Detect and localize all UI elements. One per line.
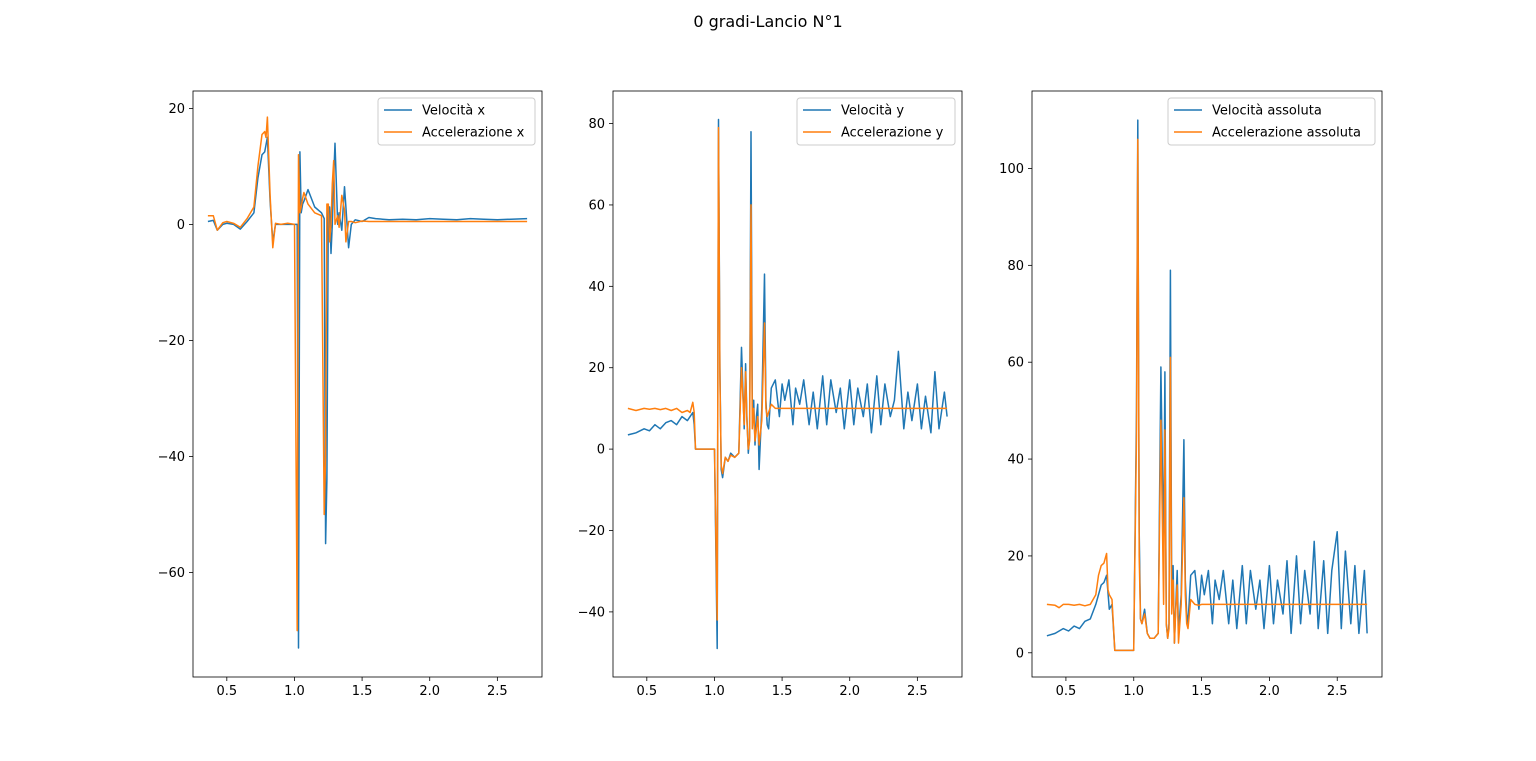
- x-tick-label: 1.0: [284, 684, 305, 699]
- legend: Velocità y Accelerazione y: [796, 97, 956, 146]
- axes-frame: [1031, 90, 1383, 678]
- x-tick-label: 2.0: [839, 684, 860, 699]
- y-tick-label: 20: [588, 361, 605, 376]
- y-tick-label: 20: [168, 102, 185, 117]
- subplot-velocita-assoluta: 0.5 1.0 1.5 2.0 2.5 0 20 40 60 80 100 Velocità asso…: [999, 90, 1383, 699]
- y-tick-label: 40: [1007, 453, 1024, 468]
- x-tick-label: 2.0: [1259, 684, 1280, 699]
- y-tick-label: 0: [1016, 646, 1024, 661]
- y-tick-label: −40: [158, 450, 185, 465]
- x-tick-label: 1.0: [1123, 684, 1144, 699]
- y-tick-label: 60: [1007, 356, 1024, 371]
- y-tick-label: 80: [588, 117, 605, 132]
- figure-title: 0 gradi-Lancio N°1: [693, 12, 843, 31]
- x-tick-label: 2.5: [487, 684, 508, 699]
- x-tick-label: 1.5: [772, 684, 793, 699]
- y-tick-label: −20: [578, 524, 605, 539]
- legend-box: [377, 97, 536, 146]
- x-tick-label: 0.5: [636, 684, 657, 699]
- series-line-accelerazione: [1046, 138, 1368, 652]
- legend-label: Accelerazione x: [422, 126, 525, 141]
- legend-box: [1167, 97, 1376, 146]
- x-tick-label: 1.5: [352, 684, 373, 699]
- axes-frame: [192, 90, 543, 678]
- legend-box: [796, 97, 956, 146]
- y-tick-label: −40: [578, 605, 605, 620]
- legend-label: Accelerazione assoluta: [1212, 126, 1361, 141]
- x-tick-label: 2.5: [907, 684, 928, 699]
- series-line-accelerazione: [627, 126, 948, 621]
- series-line-velocita: [627, 118, 948, 650]
- subplot-velocita-x: 0.5 1.0 1.5 2.0 2.5 −60 −40 −20 0 20 Velocità x Acc…: [158, 90, 543, 699]
- x-tick-label: 0.5: [216, 684, 237, 699]
- legend-label: Velocità assoluta: [1212, 104, 1322, 119]
- subplot-velocita-y: 0.5 1.0 1.5 2.0 2.5 −40 −20 0 20 40 60 80 Velocità y…: [578, 90, 963, 699]
- y-tick-label: 60: [588, 198, 605, 213]
- series-line-velocita: [1046, 119, 1368, 652]
- y-tick-label: 100: [999, 162, 1024, 177]
- x-tick-label: 1.0: [704, 684, 725, 699]
- series-line-accelerazione: [207, 116, 528, 632]
- x-tick-label: 0.5: [1056, 684, 1077, 699]
- legend-label: Velocità y: [841, 104, 904, 119]
- legend-label: Accelerazione y: [841, 126, 944, 141]
- legend: Velocità x Accelerazione x: [377, 97, 536, 146]
- y-tick-label: −60: [158, 566, 185, 581]
- legend: Velocità assoluta Accelerazione assoluta: [1167, 97, 1376, 146]
- y-tick-label: −20: [158, 334, 185, 349]
- x-tick-label: 2.5: [1327, 684, 1348, 699]
- y-tick-label: 0: [597, 443, 605, 458]
- y-tick-label: 80: [1007, 259, 1024, 274]
- y-tick-label: 0: [177, 218, 185, 233]
- x-tick-label: 1.5: [1191, 684, 1212, 699]
- y-tick-label: 40: [588, 280, 605, 295]
- axes-frame: [612, 90, 963, 678]
- x-tick-label: 2.0: [419, 684, 440, 699]
- y-tick-label: 20: [1007, 549, 1024, 564]
- series-line-velocita: [207, 136, 528, 649]
- legend-label: Velocità x: [422, 104, 485, 119]
